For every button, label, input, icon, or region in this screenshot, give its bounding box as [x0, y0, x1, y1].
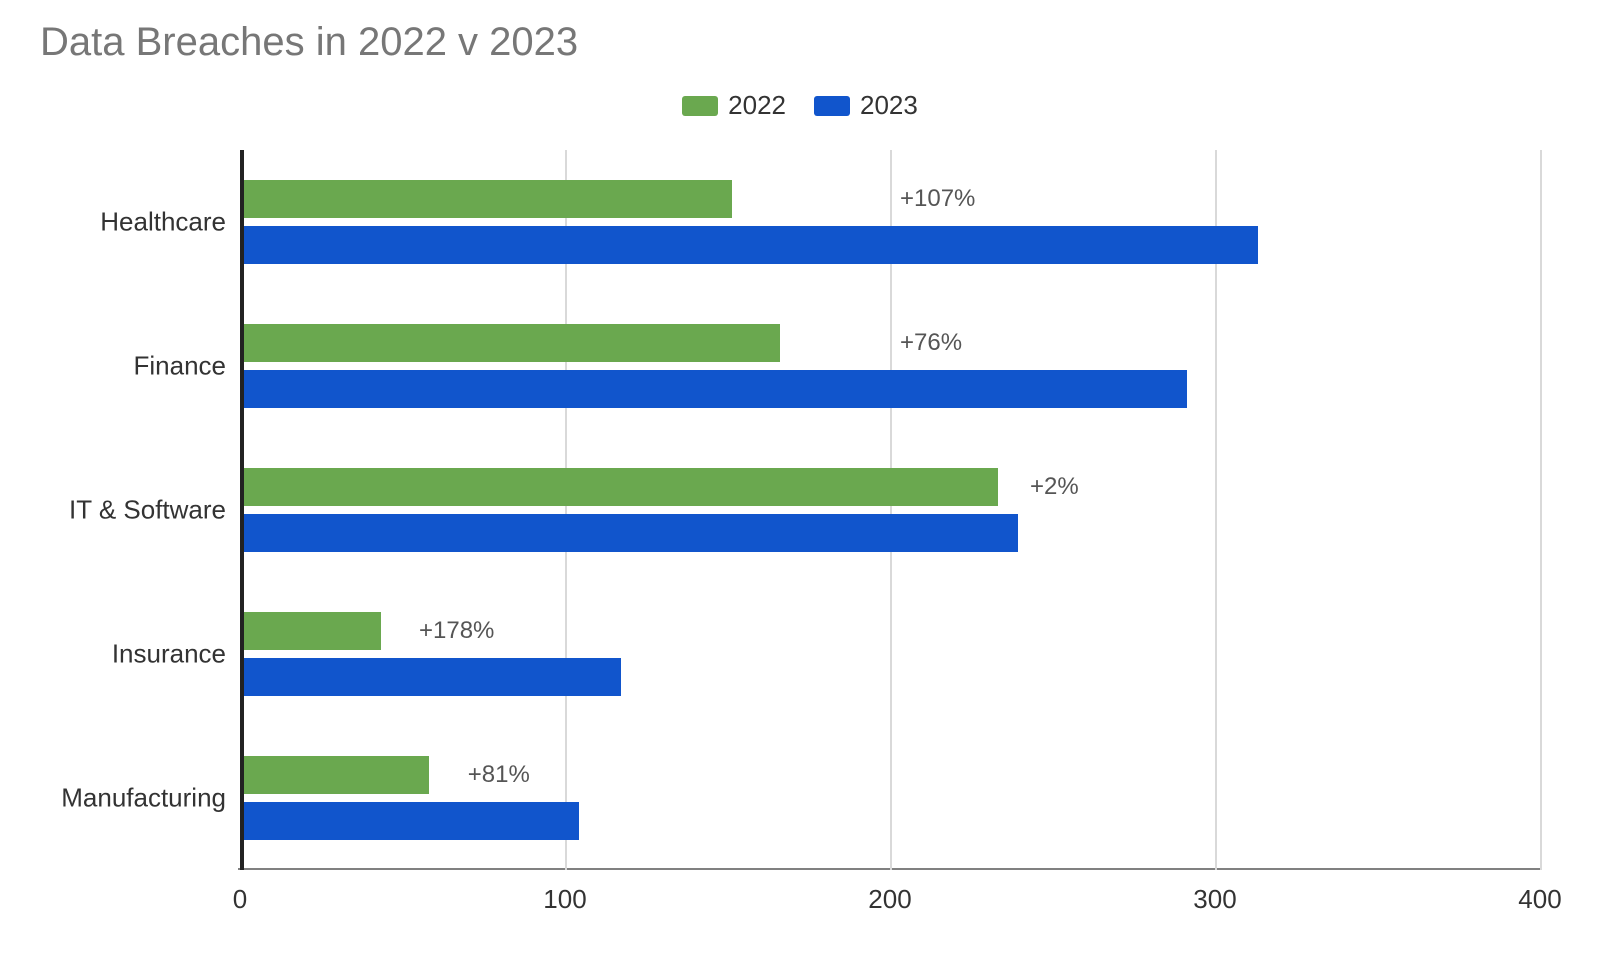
category-label: Finance — [6, 351, 226, 382]
chart-title: Data Breaches in 2022 v 2023 — [40, 20, 578, 65]
x-tick-label: 200 — [868, 884, 911, 915]
x-tick-label: 0 — [233, 884, 247, 915]
x-tick-label: 400 — [1518, 884, 1561, 915]
change-annotation: +2% — [1030, 473, 1079, 501]
bar-2022 — [244, 468, 998, 506]
category-label: Healthcare — [6, 207, 226, 238]
legend-item-2023: 2023 — [814, 90, 918, 121]
change-annotation: +178% — [419, 617, 494, 645]
bar-2022 — [244, 612, 381, 650]
chart-container: Data Breaches in 2022 v 2023 2022 2023 0… — [0, 0, 1600, 977]
change-annotation: +107% — [900, 185, 975, 213]
change-annotation: +76% — [900, 329, 962, 357]
grid-line — [1540, 150, 1542, 870]
legend-label-2022: 2022 — [728, 90, 786, 121]
bar-2023 — [244, 802, 579, 840]
legend-swatch-2022 — [682, 96, 718, 116]
bar-2022 — [244, 180, 732, 218]
plot-area: 0100200300400+107%+76%+2%+178%+81% — [240, 150, 1540, 870]
x-tick-label: 300 — [1193, 884, 1236, 915]
x-tick-label: 100 — [543, 884, 586, 915]
bar-2023 — [244, 658, 621, 696]
bar-2023 — [244, 370, 1187, 408]
bar-2023 — [244, 226, 1258, 264]
x-axis-line — [238, 868, 1540, 870]
bar-2022 — [244, 756, 429, 794]
legend-item-2022: 2022 — [682, 90, 786, 121]
legend-swatch-2023 — [814, 96, 850, 116]
y-axis-line — [240, 150, 244, 870]
legend: 2022 2023 — [0, 90, 1600, 121]
category-label: Manufacturing — [6, 783, 226, 814]
category-label: IT & Software — [6, 495, 226, 526]
category-label: Insurance — [6, 639, 226, 670]
change-annotation: +81% — [468, 761, 530, 789]
bar-2023 — [244, 514, 1018, 552]
legend-label-2023: 2023 — [860, 90, 918, 121]
bar-2022 — [244, 324, 780, 362]
